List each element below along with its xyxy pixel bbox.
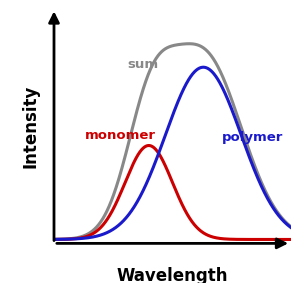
Text: Intensity: Intensity [21, 84, 39, 168]
Text: polymer: polymer [222, 131, 284, 144]
Text: monomer: monomer [85, 128, 156, 142]
Text: Wavelength: Wavelength [117, 267, 228, 283]
Text: sum: sum [128, 58, 159, 71]
